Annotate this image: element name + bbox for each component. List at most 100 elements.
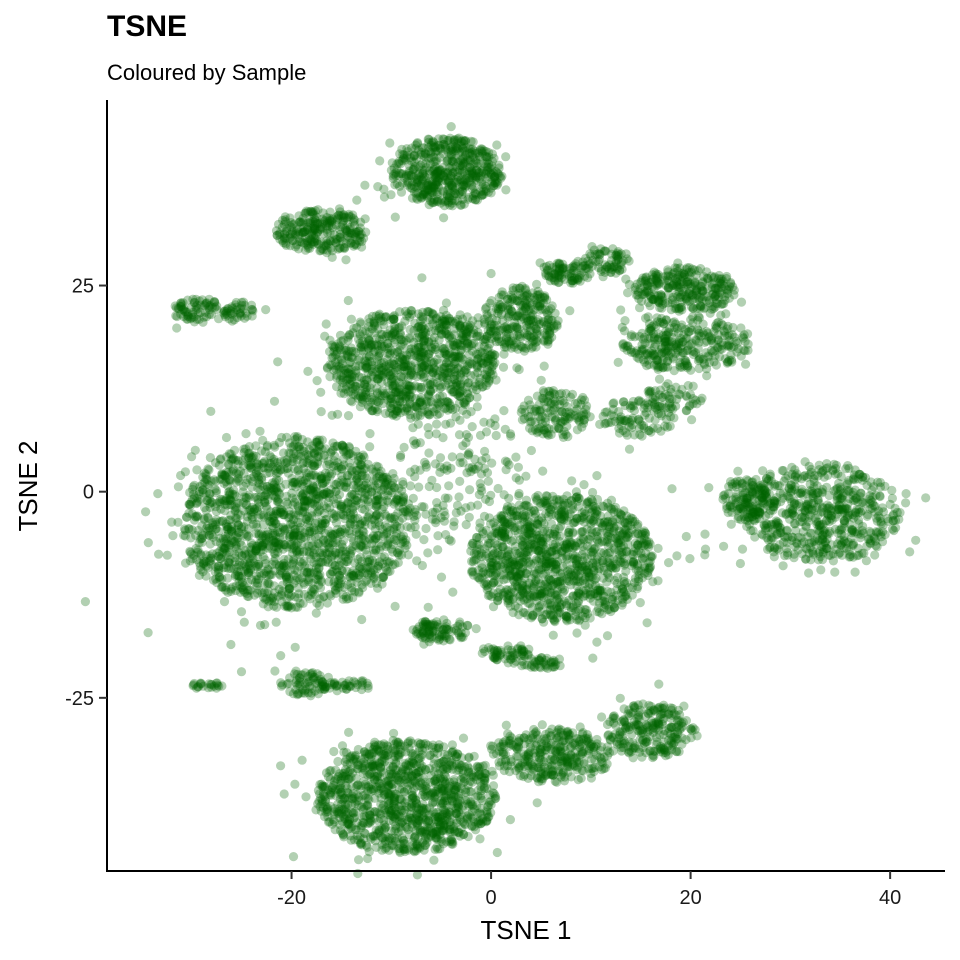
scatter-point [418,169,428,179]
scatter-point [476,144,486,154]
scatter-point [633,415,644,425]
scatter-point [651,269,661,279]
scatter-point [232,567,243,577]
scatter-point [406,183,416,193]
scatter-point [406,344,416,354]
scatter-point [598,272,608,282]
scatter-point [660,334,671,344]
scatter-point [690,293,700,304]
scatter-point [444,196,454,206]
scatter-point [415,172,425,182]
scatter-point [203,464,213,474]
scatter-point [477,191,487,201]
scatter-point [321,319,331,329]
scatter-point [657,317,668,327]
scatter-point [425,196,436,206]
scatter-point [474,168,484,178]
scatter-point [394,550,404,560]
scatter-point [436,144,446,154]
scatter-point [173,482,183,492]
scatter-point [430,156,440,166]
scatter-point [443,198,454,208]
scatter-point [539,336,549,346]
scatter-point [354,530,364,540]
scatter-point [272,230,282,240]
scatter-point [198,488,208,498]
scatter-point [470,188,480,198]
scatter-point [548,386,559,396]
scatter-point [141,507,151,517]
scatter-point [438,171,448,181]
scatter-point [431,180,441,190]
scatter-point [323,221,334,231]
scatter-point [176,470,186,481]
scatter-point [318,592,328,602]
scatter-point [414,145,424,155]
scatter-point [423,134,433,144]
scatter-point [435,166,445,176]
scatter-point [465,175,475,186]
scatter-point [466,136,476,146]
scatter-point [665,323,675,333]
scatter-point [386,190,396,200]
scatter-point [485,168,495,178]
scatter-point [397,156,407,166]
scatter-point [390,212,400,222]
scatter-point [379,192,389,202]
scatter-point [392,179,402,189]
scatter-point [394,171,404,181]
scatter-point [453,172,463,182]
scatter-point [414,175,424,185]
scatter-point [421,163,432,173]
scatter-point [728,322,738,333]
scatter-point [430,170,440,180]
scatter-point [452,177,462,187]
scatter-point [374,469,385,479]
scatter-point [341,255,351,265]
scatter-point [280,524,290,534]
scatter-point [417,348,427,358]
scatter-point [350,239,360,250]
scatter-point [416,149,426,160]
scatter-point [289,535,299,545]
scatter-point [418,189,428,199]
scatter-point [390,326,400,336]
scatter-point [473,161,483,171]
scatter-point [444,163,454,173]
scatter-point [415,410,425,421]
scatter-point [391,387,401,397]
scatter-point [657,411,667,421]
scatter-point [443,147,453,157]
scatter-point [438,134,448,144]
scatter-point [304,459,314,469]
scatter-point [623,341,633,351]
scatter-point [246,585,256,595]
scatter-point [416,393,426,403]
scatter-point [288,441,299,451]
scatter-point [718,320,728,330]
scatter-point [346,212,356,222]
scatter-point [279,464,289,474]
scatter-point [417,174,427,184]
scatter-point [706,271,717,281]
scatter-point [336,529,346,540]
scatter-point [219,563,229,573]
scatter-point [632,352,642,362]
scatter-point [421,173,431,183]
scatter-point [433,175,443,185]
scatter-point [475,152,485,162]
scatter-point [426,147,436,157]
scatter-point [491,330,501,340]
scatter-point [452,134,462,144]
scatter-point [442,168,452,178]
scatter-point [203,495,213,506]
scatter-point [395,149,405,159]
scatter-point [349,489,359,500]
scatter-point [369,535,379,545]
scatter-point [468,168,478,179]
scatter-point [375,156,385,166]
scatter-point [215,498,225,508]
scatter-point [435,173,445,183]
scatter-point [458,187,468,197]
scatter-point [461,175,471,185]
